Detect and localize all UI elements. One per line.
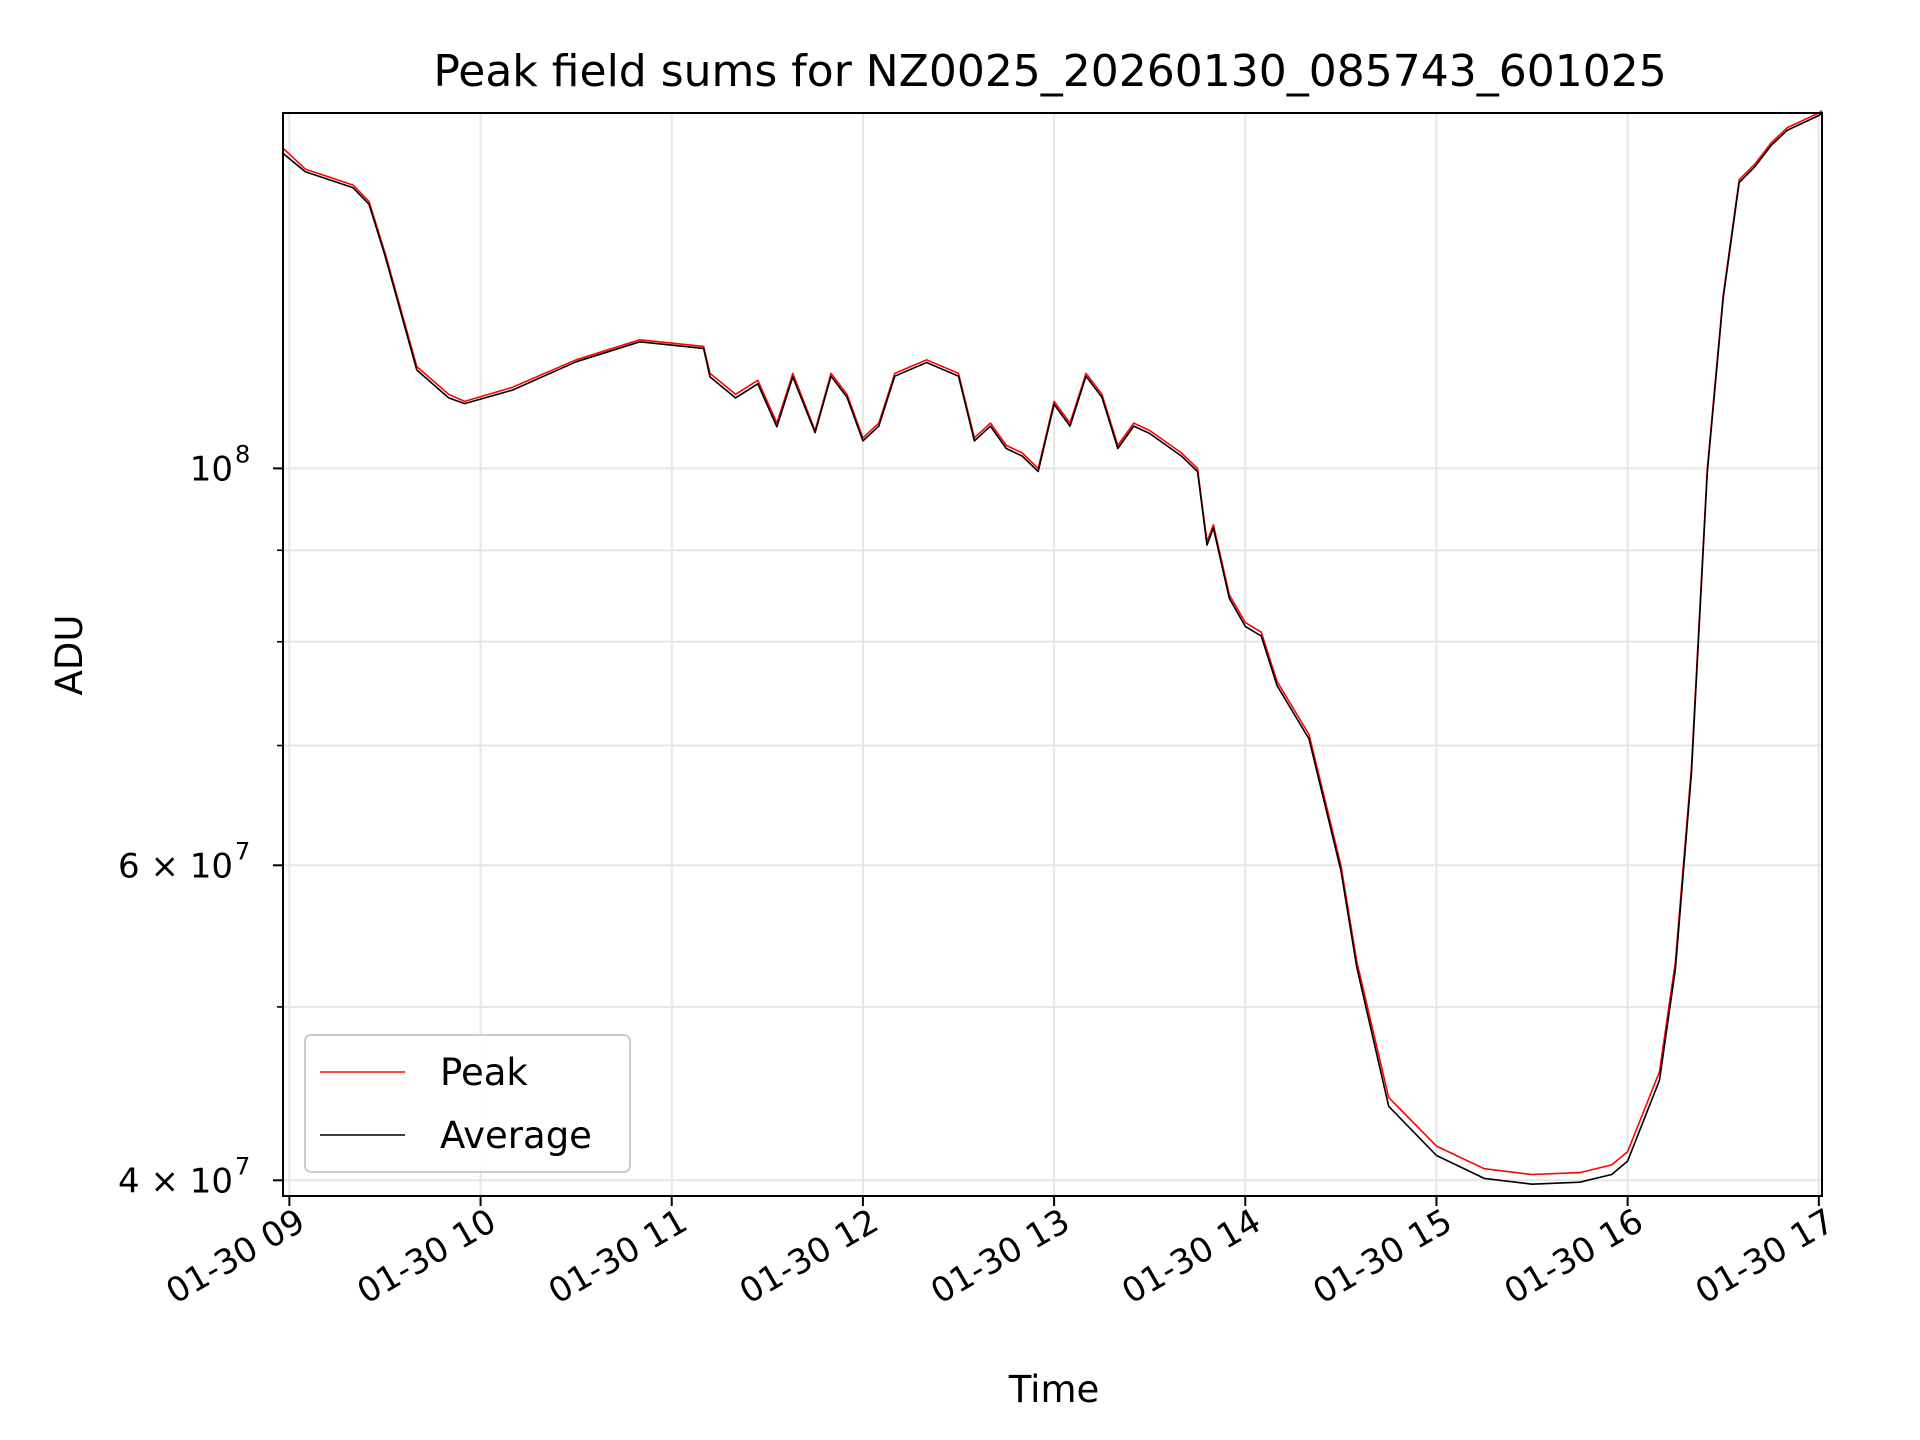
plot-area-frame [282,112,1823,1197]
legend-box [304,1034,631,1173]
y-axis-label: ADU [48,615,91,696]
y-tick-label: 4 × 10 [118,1161,233,1201]
y-tick-label: 6 × 10 [118,846,233,886]
chart-title: Peak field sums for NZ0025_20260130_0857… [433,46,1666,97]
legend: Peak Average [304,1034,631,1173]
legend-label-average: Average [440,1114,592,1157]
y-tick-label: 10 [190,449,233,489]
series-line-average [282,112,1823,1185]
y-tick-exponent: 7 [235,837,250,865]
y-tick-exponent: 7 [235,1152,250,1180]
series-layer [282,109,1823,1185]
y-axis: 10 86 × 10 74 × 10 7 [118,440,283,1201]
y-tick-exponent: 8 [235,440,250,468]
legend-label-peak: Peak [440,1051,528,1094]
grid [283,113,1822,1196]
x-axis-label: Time [1008,1368,1100,1411]
series-line-peak [282,109,1823,1176]
